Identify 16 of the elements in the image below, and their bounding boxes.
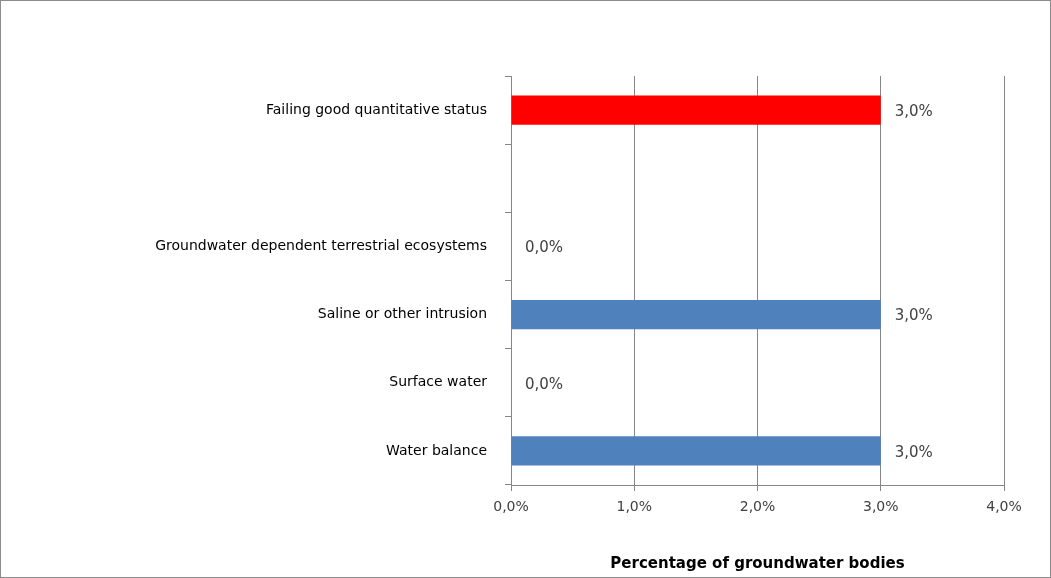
x-tick-label: 3,0% xyxy=(862,498,899,515)
y-tick-label: Saline or other intrusion xyxy=(317,305,487,322)
x-tick-label: 0,0% xyxy=(493,498,529,515)
x-tick-label: 4,0% xyxy=(986,498,1022,515)
y-tick-label: Groundwater dependent terrestrial ecosystems xyxy=(155,237,487,254)
y-tick-label: Surface water xyxy=(389,373,488,390)
data-label: 0,0% xyxy=(525,374,564,393)
data-label: 0,0% xyxy=(525,238,564,257)
data-label: 3,0% xyxy=(894,101,933,120)
data-label: 3,0% xyxy=(894,442,933,461)
y-tick-label: Failing good quantitative status xyxy=(266,100,487,117)
x-tick-label: 1,0% xyxy=(616,498,653,515)
x-axis-title: Percentage of groundwater bodies xyxy=(610,553,905,572)
y-tick-label: Water balance xyxy=(386,441,487,458)
data-label: 3,0% xyxy=(894,306,933,325)
x-tick-label: 2,0% xyxy=(739,498,776,515)
